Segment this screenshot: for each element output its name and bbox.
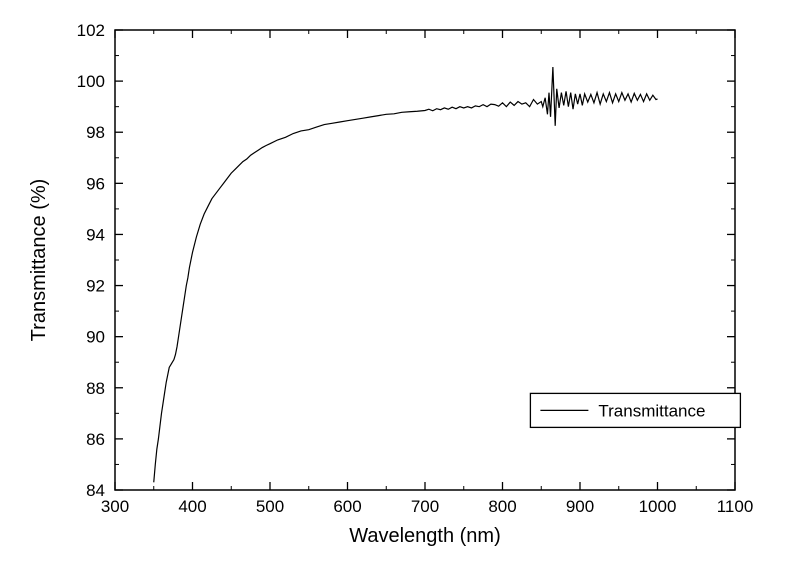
y-tick-label: 84 bbox=[86, 481, 105, 500]
x-tick-label: 500 bbox=[256, 497, 284, 516]
x-tick-label: 300 bbox=[101, 497, 129, 516]
y-tick-label: 86 bbox=[86, 430, 105, 449]
y-tick-label: 92 bbox=[86, 277, 105, 296]
x-tick-label: 900 bbox=[566, 497, 594, 516]
y-tick-label: 96 bbox=[86, 174, 105, 193]
x-axis-title: Wavelength (nm) bbox=[349, 525, 501, 547]
chart-bg bbox=[0, 0, 794, 582]
legend-label: Transmittance bbox=[598, 401, 705, 420]
y-axis-title: Transmittance (%) bbox=[28, 179, 50, 342]
y-tick-label: 88 bbox=[86, 379, 105, 398]
y-tick-label: 90 bbox=[86, 328, 105, 347]
y-tick-label: 102 bbox=[77, 21, 105, 40]
y-tick-label: 100 bbox=[77, 72, 105, 91]
transmittance-line-chart: 300 400 500 600 700 800 900 1000 1100 84 86 88 90 92 9… bbox=[0, 0, 794, 582]
y-tick-label: 98 bbox=[86, 123, 105, 142]
x-tick-label: 800 bbox=[488, 497, 516, 516]
x-tick-label: 400 bbox=[178, 497, 206, 516]
x-tick-label: 1100 bbox=[717, 497, 754, 516]
chart-container: 300 400 500 600 700 800 900 1000 1100 84 86 88 90 92 9… bbox=[0, 0, 794, 582]
x-tick-label: 1000 bbox=[639, 497, 677, 516]
y-tick-label: 94 bbox=[86, 225, 105, 244]
x-tick-label: 600 bbox=[333, 497, 361, 516]
x-tick-label: 700 bbox=[411, 497, 439, 516]
